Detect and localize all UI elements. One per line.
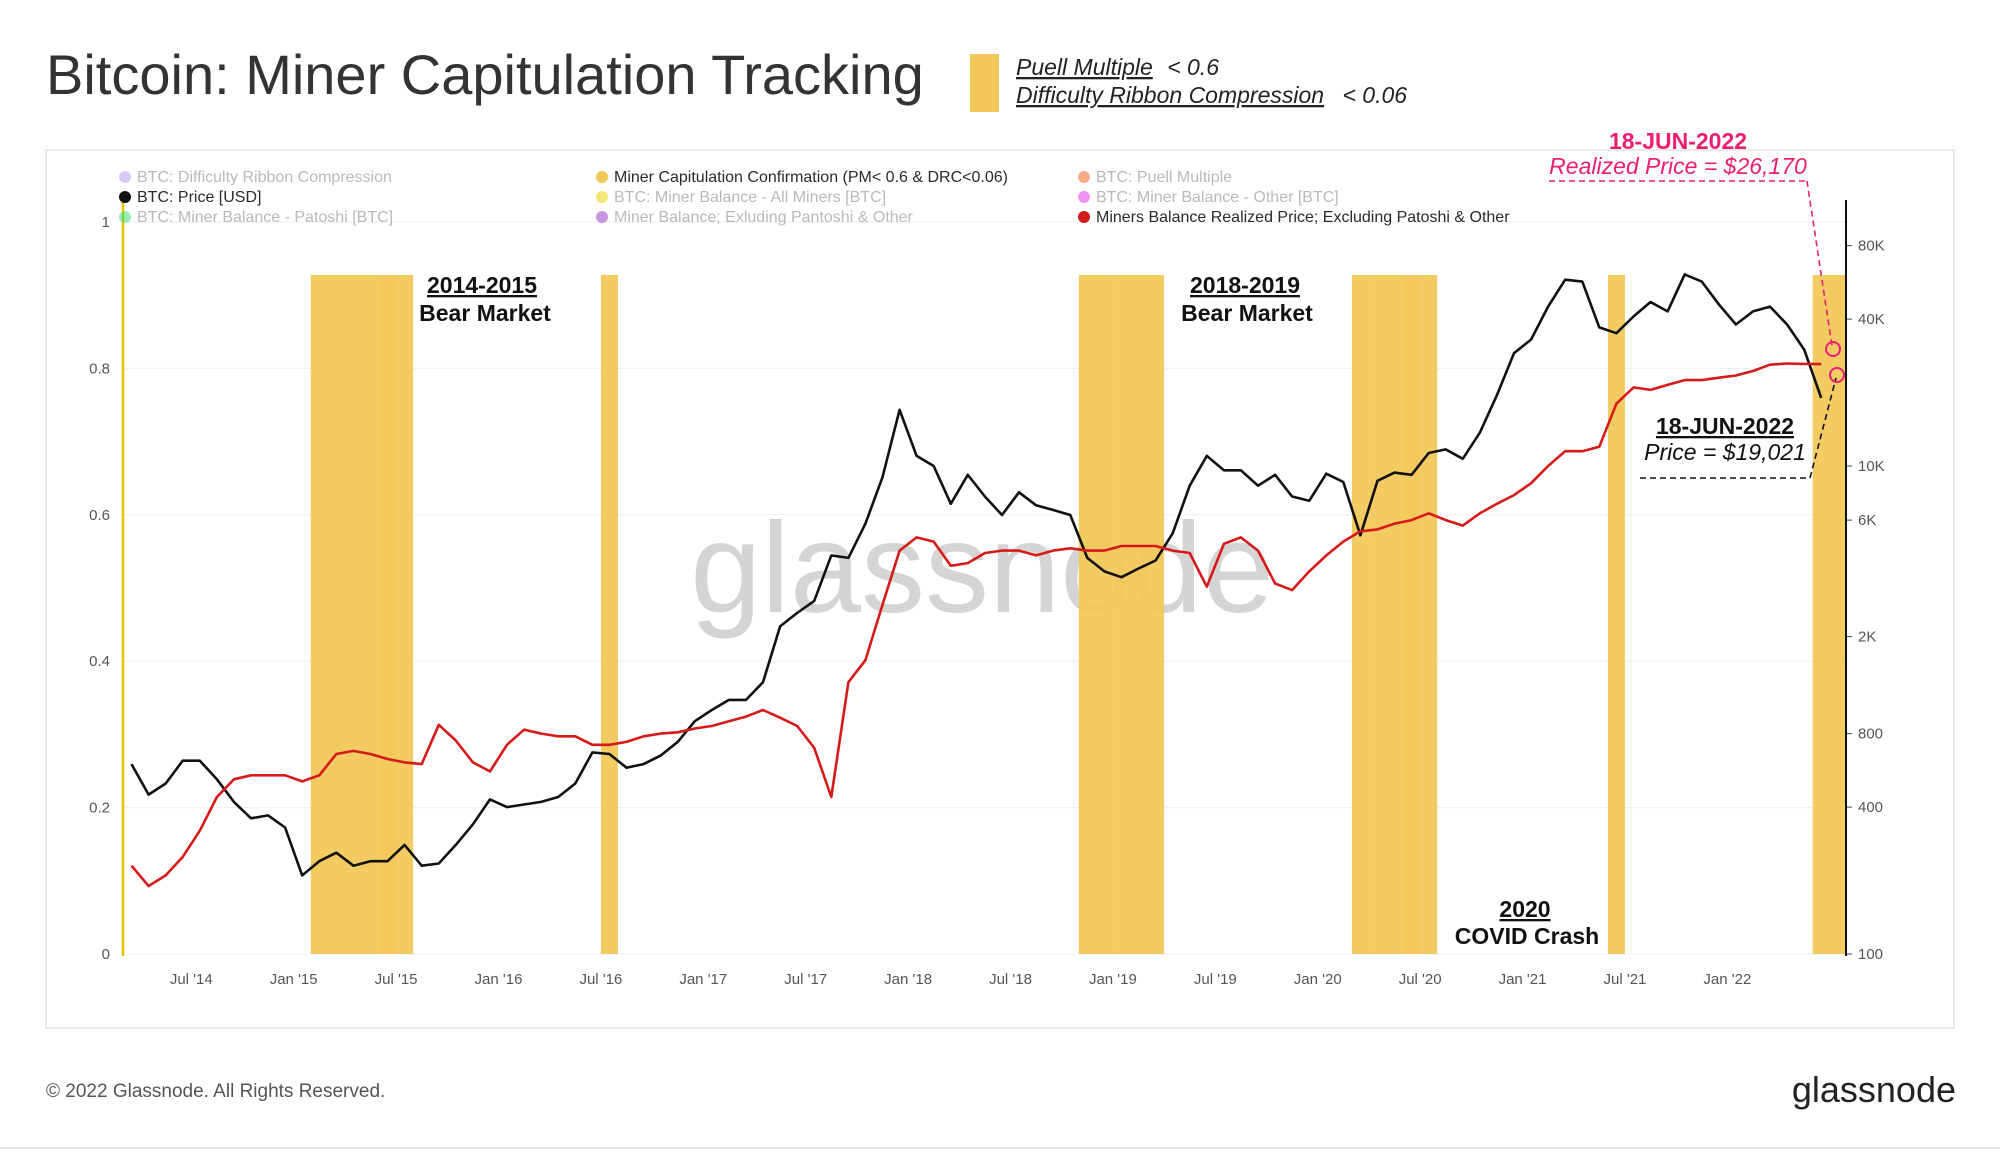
- realized-marker: [1825, 341, 1841, 357]
- price-leader: [1809, 377, 1837, 479]
- legend-label: BTC: Puell Multiple: [1096, 169, 1232, 186]
- capitulation-band: [379, 275, 414, 954]
- legend-label: BTC: Miner Balance - All Miners [BTC]: [614, 189, 886, 206]
- realized-text: Realized Price = $26,170: [1549, 153, 1807, 179]
- legend-dot: [119, 211, 131, 223]
- left-tick-label: 1: [102, 214, 110, 231]
- right-tick-label: 100: [1858, 946, 1883, 963]
- bear-2018-label: Bear Market: [1181, 300, 1313, 326]
- drc-condition: < 0.06: [1342, 82, 1407, 108]
- legend-dot: [119, 191, 131, 203]
- legend-label: Miners Balance Realized Price; Excluding…: [1096, 209, 1510, 226]
- capitulation-band: [1112, 275, 1165, 954]
- series-line: [130, 362, 1822, 888]
- criteria-line-2: Difficulty Ribbon Compression < 0.06: [1016, 82, 1407, 108]
- legend-label: BTC: Difficulty Ribbon Compression: [137, 169, 392, 186]
- bear-2014-year: 2014-2015: [427, 272, 537, 298]
- axes: 0 0.2 0.4 0.6 0.8 1 100 400 800 2K 6K 10K 40K 80K Jul …: [89, 200, 1885, 988]
- legend-dot: [1078, 211, 1090, 223]
- drc-label: Difficulty Ribbon Compression: [1016, 82, 1324, 108]
- legend-dot: [596, 211, 608, 223]
- x-tick-label: Jan '21: [1499, 971, 1547, 988]
- bear-2018-year: 2018-2019: [1190, 272, 1300, 298]
- x-tick-label: Jan '15: [270, 971, 318, 988]
- x-tick-label: Jan '19: [1089, 971, 1137, 988]
- covid-year: 2020: [1499, 896, 1550, 922]
- series-lines: [130, 273, 1823, 888]
- right-tick-label: 6K: [1858, 512, 1876, 529]
- watermark: glassnode: [690, 497, 1274, 640]
- capitulation-band: [1403, 275, 1421, 954]
- legend-dot: [596, 171, 608, 183]
- capitulation-band: [1420, 275, 1438, 954]
- criteria-line-1: Puell Multiple < 0.6: [1016, 54, 1219, 80]
- capitulation-bands: [310, 275, 1847, 954]
- price-date: 18-JUN-2022: [1656, 413, 1794, 439]
- x-tick-label: Jul '15: [375, 971, 418, 988]
- legend-label: BTC: Price [USD]: [137, 189, 261, 206]
- capitulation-band: [1368, 275, 1387, 954]
- right-tick-label: 80K: [1858, 238, 1885, 255]
- capitulation-band: [1607, 275, 1625, 954]
- legend-label: Miner Capitulation Confirmation (PM< 0.6…: [614, 169, 1008, 186]
- covid-label: COVID Crash: [1455, 923, 1599, 949]
- left-tick-label: 0.8: [89, 360, 110, 377]
- puell-label: Puell Multiple: [1016, 54, 1153, 80]
- price-text: Price = $19,021: [1644, 439, 1806, 465]
- x-tick-label: Jan '16: [475, 971, 523, 988]
- left-tick-label: 0.4: [89, 653, 110, 670]
- x-tick-label: Jul '21: [1604, 971, 1647, 988]
- x-tick-label: Jan '20: [1294, 971, 1342, 988]
- right-tick-label: 800: [1858, 726, 1883, 743]
- left-tick-label: 0.6: [89, 507, 110, 524]
- x-tick-label: Jan '22: [1703, 971, 1751, 988]
- x-tick-label: Jul '19: [1194, 971, 1237, 988]
- chart-title: Bitcoin: Miner Capitulation Tracking: [46, 43, 924, 106]
- capitulation-band: [1351, 275, 1369, 954]
- x-tick-label: Jan '17: [679, 971, 727, 988]
- legend: BTC: Difficulty Ribbon Compression Miner …: [119, 169, 1510, 226]
- legend-dot: [1078, 171, 1090, 183]
- bear-2014-label: Bear Market: [419, 300, 551, 326]
- right-tick-label: 40K: [1858, 311, 1885, 328]
- legend-dot: [119, 171, 131, 183]
- right-tick-label: 10K: [1858, 458, 1885, 475]
- realized-date: 18-JUN-2022: [1609, 128, 1747, 154]
- legend-label: BTC: Miner Balance - Other [BTC]: [1096, 189, 1339, 206]
- realized-leader: [1806, 180, 1833, 347]
- capitulation-swatch: [970, 54, 999, 112]
- x-tick-label: Jul '14: [170, 971, 213, 988]
- puell-condition: < 0.6: [1167, 54, 1219, 80]
- x-tick-label: Jul '20: [1399, 971, 1442, 988]
- right-tick-label: 400: [1858, 799, 1883, 816]
- capitulation-band: [1078, 275, 1113, 954]
- left-tick-label: 0: [102, 946, 110, 963]
- x-tick-label: Jul '17: [784, 971, 827, 988]
- right-tick-label: 2K: [1858, 629, 1876, 646]
- legend-dot: [1078, 191, 1090, 203]
- left-tick-label: 0.2: [89, 800, 110, 817]
- legend-dot: [596, 191, 608, 203]
- price-marker: [1829, 367, 1845, 383]
- legend-label: Miner Balance; Exluding Pantoshi & Other: [614, 209, 914, 226]
- copyright: © 2022 Glassnode. All Rights Reserved.: [46, 1081, 385, 1102]
- capitulation-band: [600, 275, 618, 954]
- x-tick-label: Jul '18: [989, 971, 1032, 988]
- x-tick-label: Jul '16: [579, 971, 622, 988]
- brand-logo: glassnode: [1792, 1069, 1956, 1110]
- legend-label: BTC: Miner Balance - Patoshi [BTC]: [137, 209, 393, 226]
- x-tick-label: Jan '18: [884, 971, 932, 988]
- series-line: [130, 273, 1823, 877]
